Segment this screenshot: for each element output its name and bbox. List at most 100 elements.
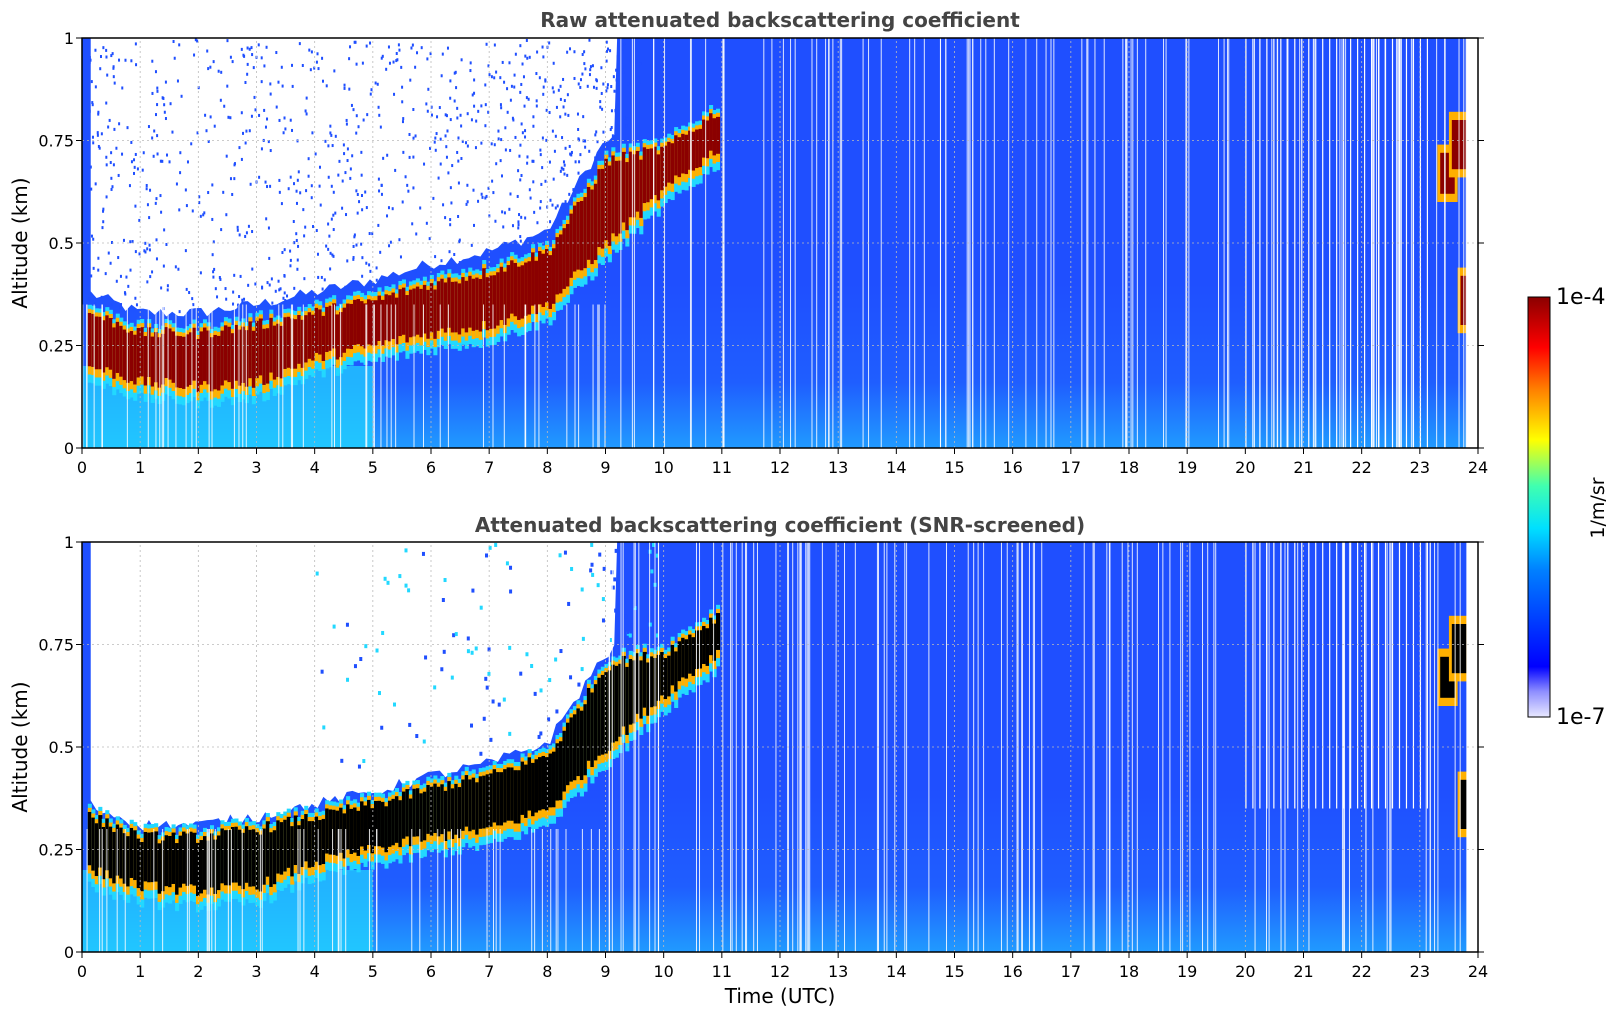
- cloud-core: [293, 319, 298, 369]
- noise-speckle: [589, 568, 593, 573]
- panel2-xlabel: Time (UTC): [724, 984, 836, 1008]
- noise-speckle: [509, 565, 513, 570]
- noise-speckle: [174, 265, 177, 269]
- cloud-core: [373, 300, 379, 346]
- noise-speckle: [392, 60, 395, 64]
- cloud-core: [377, 800, 382, 847]
- missing-profile: [211, 304, 213, 448]
- noise-speckle: [537, 734, 541, 739]
- cloud-core: [178, 336, 183, 389]
- cloud-core: [147, 327, 152, 378]
- cloud-core: [136, 327, 141, 378]
- noise-speckle: [539, 731, 543, 736]
- noise-speckle: [127, 284, 130, 288]
- noise-speckle: [443, 578, 447, 583]
- noise-speckle: [487, 64, 490, 68]
- cloud-core: [468, 779, 473, 832]
- noise-speckle: [512, 118, 515, 122]
- missing-profile: [633, 542, 635, 952]
- noise-speckle: [520, 122, 523, 126]
- cloud-core: [262, 828, 267, 885]
- missing-profile: [534, 304, 536, 448]
- cloud-core: [255, 320, 260, 379]
- noise-speckle: [321, 56, 324, 60]
- cloud-core: [590, 189, 595, 265]
- noise-speckle: [458, 261, 461, 265]
- noise-speckle: [356, 192, 359, 196]
- cloud-core: [520, 761, 525, 815]
- noise-speckle: [261, 286, 264, 290]
- noise-speckle: [310, 50, 313, 54]
- noise-speckle: [88, 297, 91, 301]
- x-tick-label: 1: [135, 962, 145, 981]
- cloud-core: [178, 835, 183, 888]
- cloud-core: [538, 757, 543, 811]
- noise-speckle: [388, 244, 391, 248]
- cloud-core: [129, 331, 134, 382]
- noise-speckle: [562, 105, 565, 109]
- noise-speckle: [266, 281, 269, 285]
- noise-speckle: [159, 159, 162, 163]
- noise-speckle: [456, 106, 459, 110]
- noise-speckle: [190, 142, 193, 146]
- missing-profile: [337, 829, 339, 952]
- noise-speckle: [614, 608, 618, 613]
- noise-speckle: [345, 213, 348, 217]
- noise-speckle: [493, 43, 496, 47]
- missing-profile: [259, 829, 261, 952]
- missing-profile: [633, 38, 635, 448]
- cloud-core: [590, 692, 595, 768]
- noise-speckle: [569, 47, 572, 51]
- noise-speckle: [295, 232, 298, 236]
- noise-speckle: [124, 292, 127, 296]
- noise-speckle: [517, 223, 520, 227]
- cloud-core: [230, 826, 235, 883]
- noise-speckle: [257, 43, 260, 47]
- noise-speckle: [248, 47, 251, 51]
- noise-speckle: [430, 105, 433, 109]
- noise-speckle: [345, 622, 349, 627]
- noise-speckle: [488, 214, 491, 218]
- noise-speckle: [278, 178, 281, 182]
- noise-speckle: [241, 298, 244, 302]
- noise-speckle: [226, 84, 229, 88]
- noise-speckle: [494, 219, 497, 223]
- noise-speckle: [433, 685, 437, 690]
- missing-profile: [1315, 542, 1317, 809]
- missing-profile: [101, 304, 103, 448]
- cloud-core: [572, 205, 577, 272]
- cloud-core: [325, 306, 330, 353]
- noise-speckle: [414, 134, 417, 138]
- noise-speckle: [91, 103, 94, 107]
- cloud-core: [583, 197, 588, 269]
- noise-speckle: [594, 159, 597, 163]
- noise-speckle: [626, 117, 629, 121]
- raw-backscatter-panel: Raw attenuated backscattering coefficien…: [8, 8, 1488, 477]
- x-tick-label: 10: [653, 458, 673, 477]
- cloud-core: [457, 283, 462, 335]
- noise-speckle: [307, 174, 310, 178]
- noise-speckle: [148, 216, 151, 220]
- cloud-core: [311, 821, 316, 867]
- missing-profile: [1384, 38, 1387, 448]
- noise-speckle: [213, 124, 216, 128]
- noise-speckle: [449, 118, 452, 122]
- noise-speckle: [609, 128, 612, 132]
- noise-speckle: [354, 40, 357, 44]
- cloud-core: [307, 312, 312, 359]
- cloud-core: [621, 655, 626, 727]
- noise-speckle: [583, 62, 586, 66]
- noise-speckle: [316, 252, 319, 256]
- noise-speckle: [569, 152, 572, 156]
- noise-speckle: [188, 291, 191, 295]
- missing-profile: [368, 829, 370, 952]
- late-cloud-core: [1451, 624, 1467, 674]
- noise-speckle: [355, 131, 358, 135]
- y-tick-label: 0.25: [38, 337, 74, 356]
- cloud-core: [649, 656, 654, 708]
- noise-speckle: [270, 277, 273, 281]
- noise-speckle: [209, 115, 212, 119]
- missing-profile: [451, 829, 453, 952]
- noise-speckle: [220, 70, 223, 74]
- noise-speckle: [449, 96, 452, 100]
